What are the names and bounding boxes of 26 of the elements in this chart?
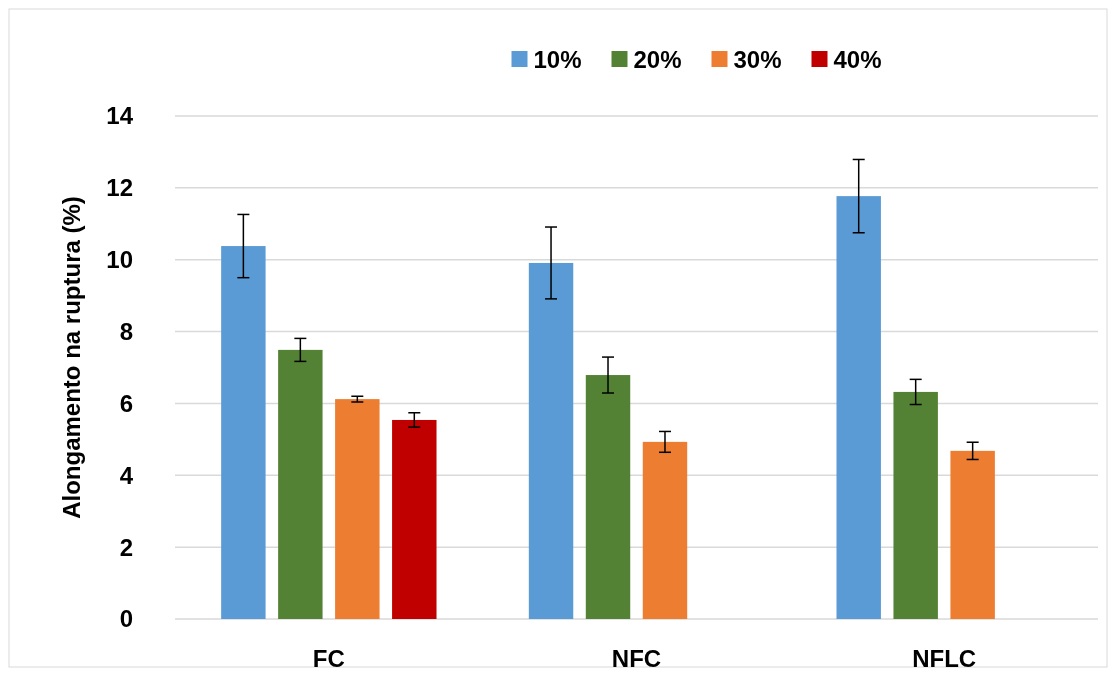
bar <box>221 246 266 619</box>
x-tick-label: NFLC <box>912 645 977 672</box>
y-tick-label: 8 <box>119 317 133 345</box>
y-tick-label: 2 <box>119 533 133 561</box>
bar <box>950 450 995 619</box>
y-tick-label: 10 <box>106 246 133 274</box>
legend-label: 20% <box>633 46 682 74</box>
y-tick-label: 0 <box>119 605 133 633</box>
bar <box>335 399 380 619</box>
x-tick-label: NFC <box>611 645 662 672</box>
bar <box>893 391 938 619</box>
legend-label: 10% <box>533 46 582 74</box>
y-tick-label: 6 <box>119 389 133 417</box>
bar <box>528 262 574 619</box>
legend-label: 30% <box>733 46 782 74</box>
bar <box>836 196 881 619</box>
bar <box>392 419 437 619</box>
y-tick-label: 14 <box>106 102 134 130</box>
bar <box>278 349 323 619</box>
bar <box>585 375 631 619</box>
bar <box>642 441 688 619</box>
x-tick-label: FC <box>312 645 345 672</box>
legend-label: 40% <box>833 46 882 74</box>
y-tick-label: 4 <box>119 461 134 489</box>
y-axis-title: Alongamento na ruptura (%) <box>58 196 85 519</box>
y-tick-label: 12 <box>106 174 133 202</box>
